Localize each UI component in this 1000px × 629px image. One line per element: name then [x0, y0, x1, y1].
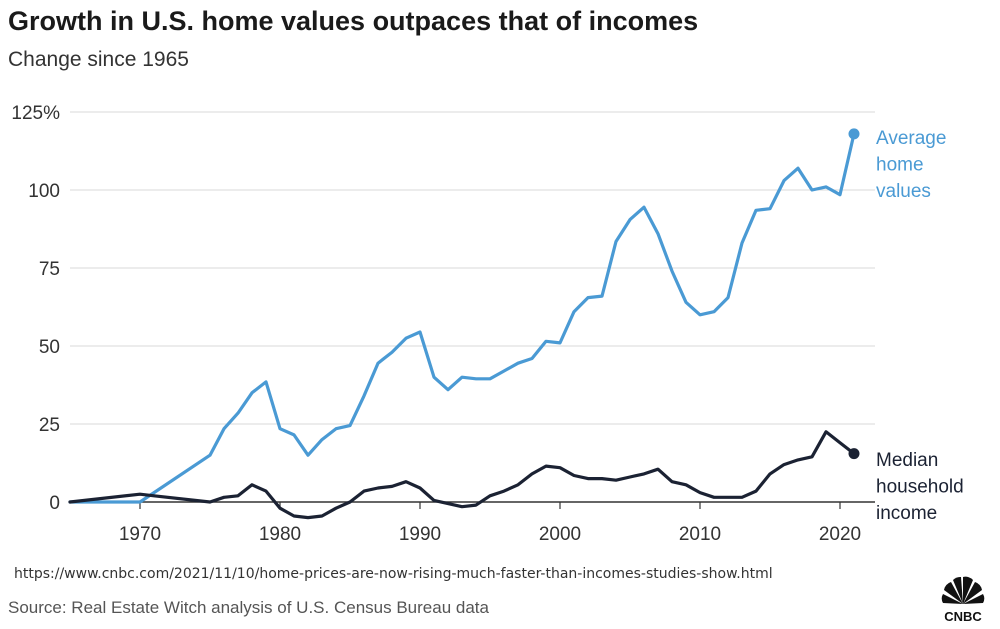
- home-values-endpoint: [848, 128, 860, 140]
- chart-title: Growth in U.S. home values outpaces that…: [8, 6, 699, 36]
- home-values-label: Average: [876, 128, 946, 149]
- grid-lines: [70, 111, 875, 503]
- y-tick-label: 100: [28, 181, 60, 202]
- peacock-logo-icon: CNBC: [941, 576, 985, 624]
- source-url[interactable]: https://www.cnbc.com/2021/11/10/home-pri…: [14, 566, 773, 582]
- home-values-label: values: [876, 181, 931, 202]
- y-axis: 0 25 50 75 100 125%: [11, 103, 60, 514]
- y-tick-label: 25: [39, 415, 60, 436]
- y-tick-label: 50: [39, 337, 60, 358]
- x-tick-label: 1970: [119, 524, 161, 545]
- household-income-label: household: [876, 477, 964, 498]
- household-income-line: [68, 430, 856, 520]
- x-tick-label: 1980: [259, 524, 301, 545]
- logo-text: CNBC: [944, 609, 982, 624]
- home-values-line: [68, 132, 856, 504]
- x-tick-label: 2010: [679, 524, 721, 545]
- household-income-label: Median: [876, 450, 938, 471]
- y-tick-label: 75: [39, 259, 60, 280]
- x-tick-label: 2020: [819, 524, 861, 545]
- home-values-label: home: [876, 155, 924, 176]
- source-note: Source: Real Estate Witch analysis of U.…: [8, 598, 489, 617]
- x-axis: 1970 1980 1990 2000 2010 2020: [119, 502, 861, 545]
- y-tick-label: 125%: [11, 103, 60, 124]
- household-income-label: income: [876, 503, 937, 524]
- y-tick-label: 0: [49, 493, 60, 514]
- x-tick-label: 2000: [539, 524, 581, 545]
- chart-subtitle: Change since 1965: [8, 48, 189, 71]
- series-group: [68, 128, 860, 520]
- household-income-endpoint: [848, 448, 860, 460]
- x-tick-label: 1990: [399, 524, 441, 545]
- series-labels: Average home values Median household income: [876, 128, 964, 524]
